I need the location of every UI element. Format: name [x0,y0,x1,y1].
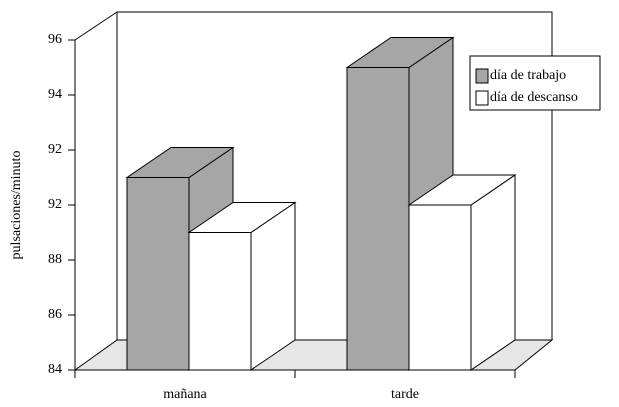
y-tick-label: 92 [48,197,62,212]
y-axis-label: pulsaciones/minuto [9,151,24,260]
y-tick-label: 88 [48,252,62,267]
legend-swatch [475,68,489,84]
legend [469,55,601,111]
x-tick-label: tarde [391,387,419,402]
bars [125,36,517,371]
y-tick-label: 84 [48,362,62,377]
back-wall [116,11,553,340]
y-tick-label: 92 [48,142,62,157]
side-wall-edge [74,11,118,41]
bar [346,67,410,371]
x-tick-label: mañana [163,387,207,402]
legend-swatch [475,90,489,106]
y-tick-label: 86 [48,307,62,322]
legend-label: día de descanso [490,90,578,105]
bar-side [470,174,516,371]
bar [188,232,252,371]
y-tick-label: 96 [48,32,62,47]
y-tick-label: 94 [48,87,62,102]
legend-label: día de trabajo [490,68,566,83]
bar [408,204,472,371]
bar [126,177,190,371]
